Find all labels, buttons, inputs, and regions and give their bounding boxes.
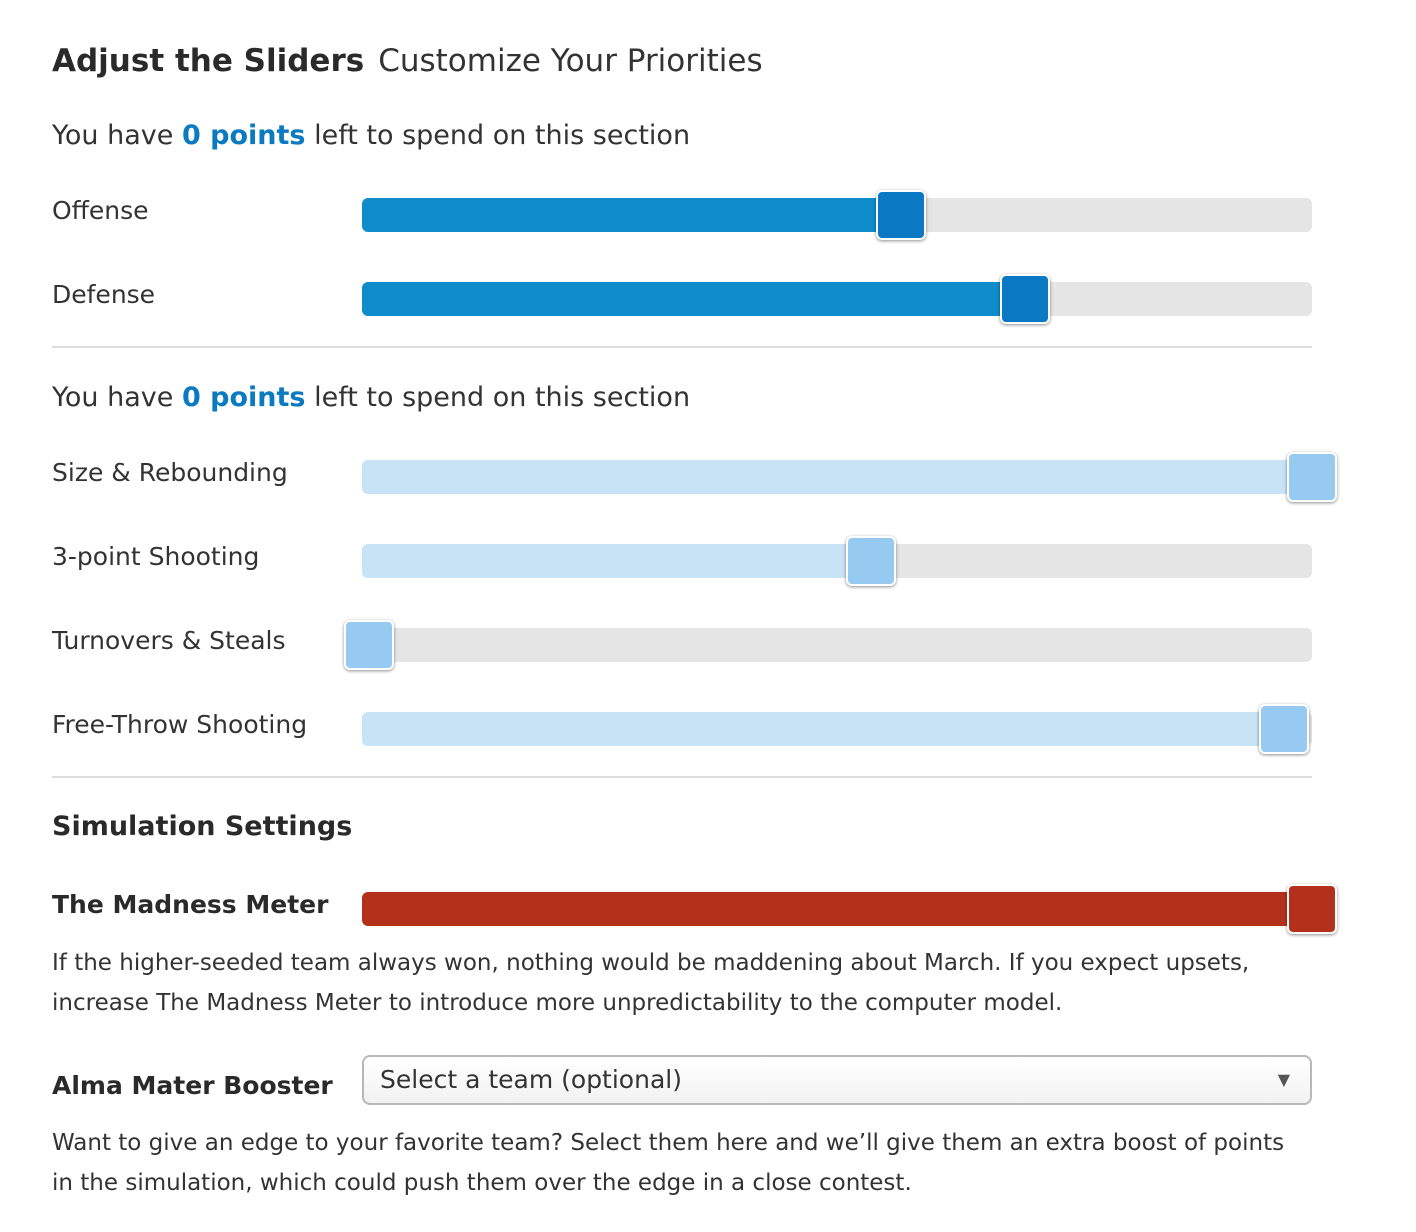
slider-track[interactable] bbox=[362, 884, 1337, 934]
points-value: 0 points bbox=[181, 120, 306, 151]
alma-mater-description: Want to give an edge to your favorite te… bbox=[52, 1130, 1285, 1196]
slider-free-throw-shooting: Free-Throw Shooting bbox=[52, 702, 1312, 754]
madness-description: If the higher-seeded team always won, no… bbox=[52, 950, 1250, 1016]
slider-madness-meter: The Madness Meter bbox=[52, 882, 1337, 934]
slider-thumb[interactable] bbox=[344, 620, 394, 670]
page-title: Adjust the Sliders bbox=[52, 43, 365, 79]
page-heading: Adjust the Sliders Customize Your Priorit… bbox=[52, 40, 763, 82]
slider-thumb[interactable] bbox=[1287, 452, 1337, 502]
slider-label: Defense bbox=[52, 280, 156, 309]
slider-label: The Madness Meter bbox=[52, 890, 329, 919]
slider-offense: Offense bbox=[52, 188, 1312, 240]
slider-fill bbox=[362, 282, 1026, 316]
slider-fill bbox=[362, 198, 901, 232]
slider-label: Offense bbox=[52, 196, 149, 225]
points-remaining-section-1: You have 0 points left to spend on this … bbox=[52, 120, 691, 151]
simulation-settings-title: Simulation Settings bbox=[52, 811, 353, 842]
slider-track[interactable] bbox=[344, 620, 1312, 670]
triangle-down-icon: ▼ bbox=[1277, 1070, 1290, 1089]
slider-size-rebounding: Size & Rebounding bbox=[52, 450, 1337, 502]
slider-fill bbox=[362, 892, 1312, 926]
points-remaining-section-2: You have 0 points left to spend on this … bbox=[52, 382, 691, 413]
slider-thumb[interactable] bbox=[1287, 884, 1337, 934]
slider-turnovers-steals: Turnovers & Steals bbox=[52, 618, 1312, 670]
page-subtitle: Customize Your Priorities bbox=[378, 43, 763, 79]
section-divider bbox=[52, 346, 1312, 348]
slider-track[interactable] bbox=[362, 704, 1312, 754]
slider-defense: Defense bbox=[52, 272, 1312, 324]
slider-track[interactable] bbox=[362, 452, 1337, 502]
slider-track[interactable] bbox=[362, 536, 1312, 586]
team-select-value: Select a team (optional) bbox=[380, 1065, 682, 1094]
slider-track[interactable] bbox=[362, 190, 1312, 240]
slider-fill bbox=[362, 544, 872, 578]
slider-thumb[interactable] bbox=[1000, 274, 1051, 324]
slider-thumb[interactable] bbox=[1258, 704, 1309, 754]
slider-fill bbox=[362, 460, 1312, 494]
points-value: 0 points bbox=[181, 382, 306, 413]
alma-mater-label: Alma Mater Booster bbox=[52, 1071, 333, 1100]
section-divider bbox=[52, 776, 1312, 778]
team-select[interactable]: Select a team (optional) ▼ bbox=[362, 1055, 1312, 1105]
slider-track[interactable] bbox=[362, 274, 1312, 324]
slider-label: Turnovers & Steals bbox=[52, 626, 286, 655]
slider-thumb[interactable] bbox=[875, 190, 926, 240]
slider-label: 3-point Shooting bbox=[52, 542, 260, 571]
slider-3-point-shooting: 3-point Shooting bbox=[52, 534, 1312, 586]
slider-label: Free-Throw Shooting bbox=[52, 710, 308, 739]
slider-fill bbox=[362, 712, 1284, 746]
slider-label: Size & Rebounding bbox=[52, 458, 288, 487]
slider-thumb[interactable] bbox=[846, 536, 897, 586]
